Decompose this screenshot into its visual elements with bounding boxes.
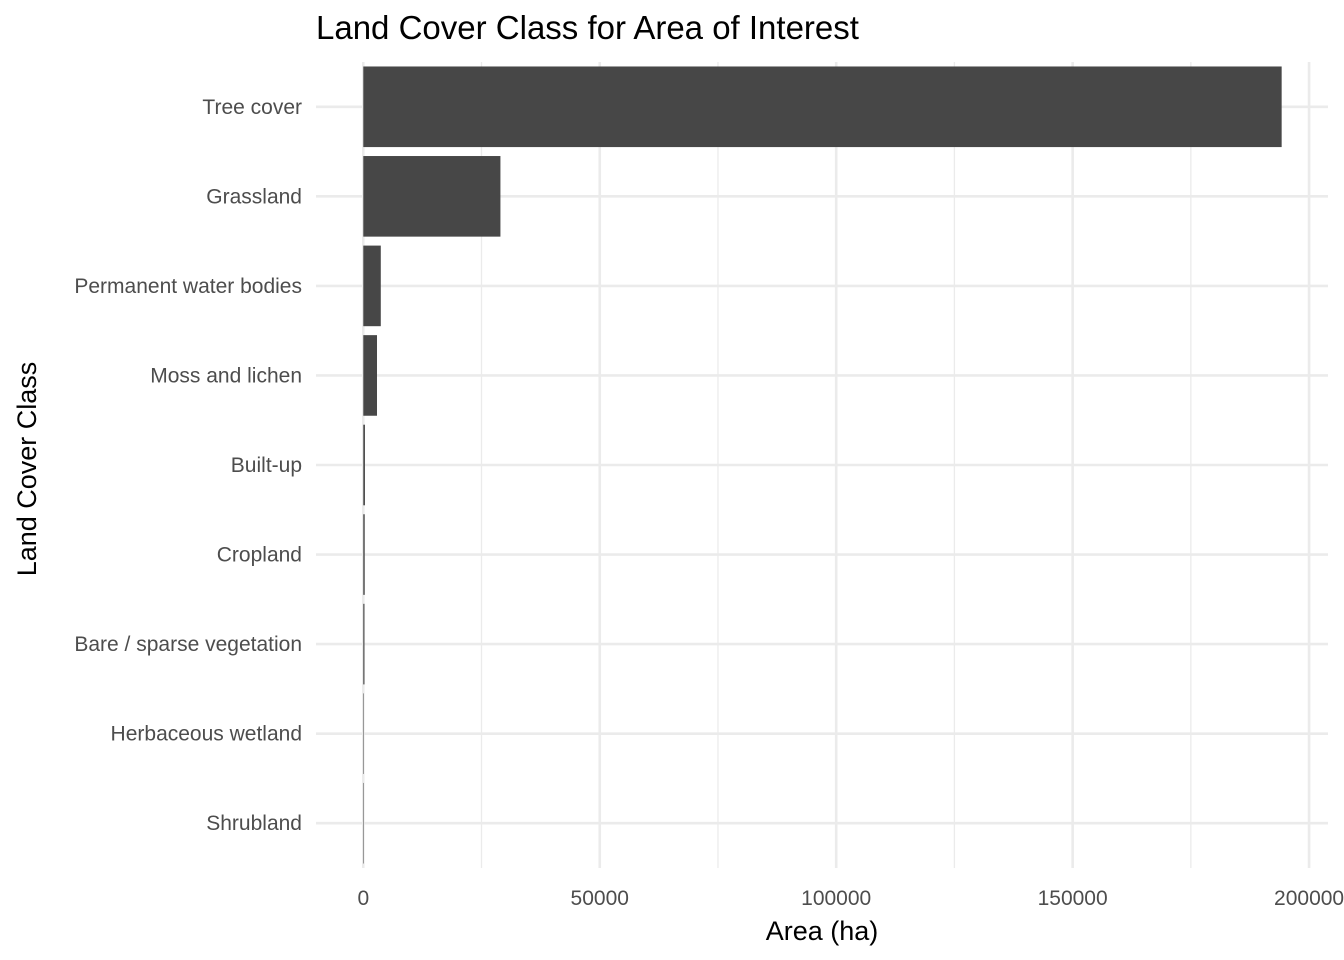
- y-tick-label: Bare / sparse vegetation: [74, 633, 302, 656]
- x-tick-label: 100000: [801, 887, 871, 910]
- bar: [363, 156, 501, 237]
- y-tick-label: Shrubland: [206, 812, 302, 835]
- bar: [363, 335, 378, 416]
- bar: [363, 66, 1282, 148]
- chart-title: Land Cover Class for Area of Interest: [316, 9, 859, 46]
- bar: [363, 514, 365, 595]
- y-tick-label: Cropland: [217, 544, 302, 567]
- x-tick-label: 50000: [571, 887, 629, 910]
- y-tick-label: Grassland: [206, 185, 302, 208]
- bar: [363, 424, 365, 506]
- bar: [363, 693, 364, 774]
- y-tick-label: Moss and lichen: [150, 364, 302, 387]
- y-tick-label: Built-up: [231, 454, 302, 477]
- y-tick-label: Permanent water bodies: [74, 275, 302, 298]
- bar: [363, 603, 365, 685]
- x-tick-label: 200000: [1274, 887, 1344, 910]
- bar: [363, 245, 381, 327]
- bar: [363, 782, 364, 864]
- y-tick-label: Herbaceous wetland: [111, 723, 302, 746]
- x-tick-label: 150000: [1038, 887, 1108, 910]
- bars: [363, 66, 1282, 864]
- x-axis-title: Area (ha): [766, 916, 879, 946]
- x-tick-labels: 0 50000 100000 150000 200000: [357, 887, 1344, 910]
- x-tick-label: 0: [357, 887, 369, 910]
- y-axis-title: Land Cover Class: [12, 362, 42, 577]
- y-tick-labels: Tree cover Grassland Permanent water bodie…: [74, 96, 302, 835]
- y-tick-label: Tree cover: [202, 96, 302, 119]
